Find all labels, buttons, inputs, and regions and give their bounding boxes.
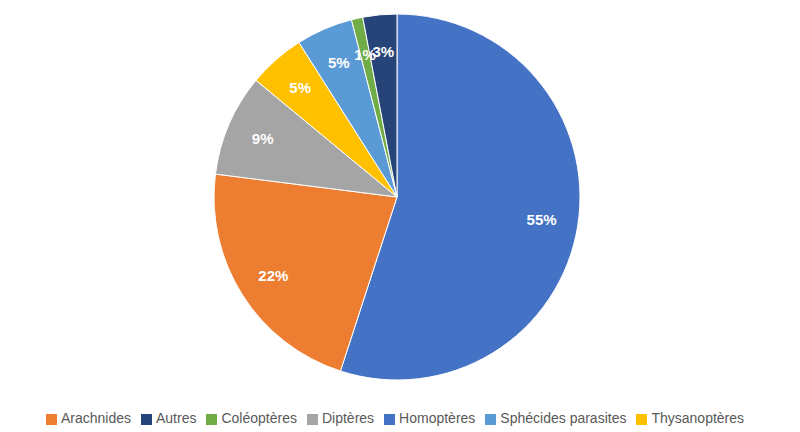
svg-text:9%: 9% xyxy=(252,130,274,147)
html-text:Autres: Autres xyxy=(156,410,197,426)
html-text:Arachnides: Arachnides xyxy=(60,410,131,426)
svg-text:3%: 3% xyxy=(372,43,394,60)
svg-text:5%: 5% xyxy=(289,79,311,96)
svg-text:55%: 55% xyxy=(527,211,557,228)
svg-text:1%: 1% xyxy=(354,45,376,63)
html-text:Diptères: Diptères xyxy=(322,410,375,426)
svg-text:5%: 5% xyxy=(328,54,350,71)
html-text:Thysanoptères: Thysanoptères xyxy=(651,410,744,426)
html-text:Homoptères: Homoptères xyxy=(399,410,476,426)
html-text:Sphécides parasites: Sphécides parasites xyxy=(500,410,627,426)
svg-text:22%: 22% xyxy=(258,267,288,284)
html-text:Coléoptères: Coléoptères xyxy=(221,410,297,426)
